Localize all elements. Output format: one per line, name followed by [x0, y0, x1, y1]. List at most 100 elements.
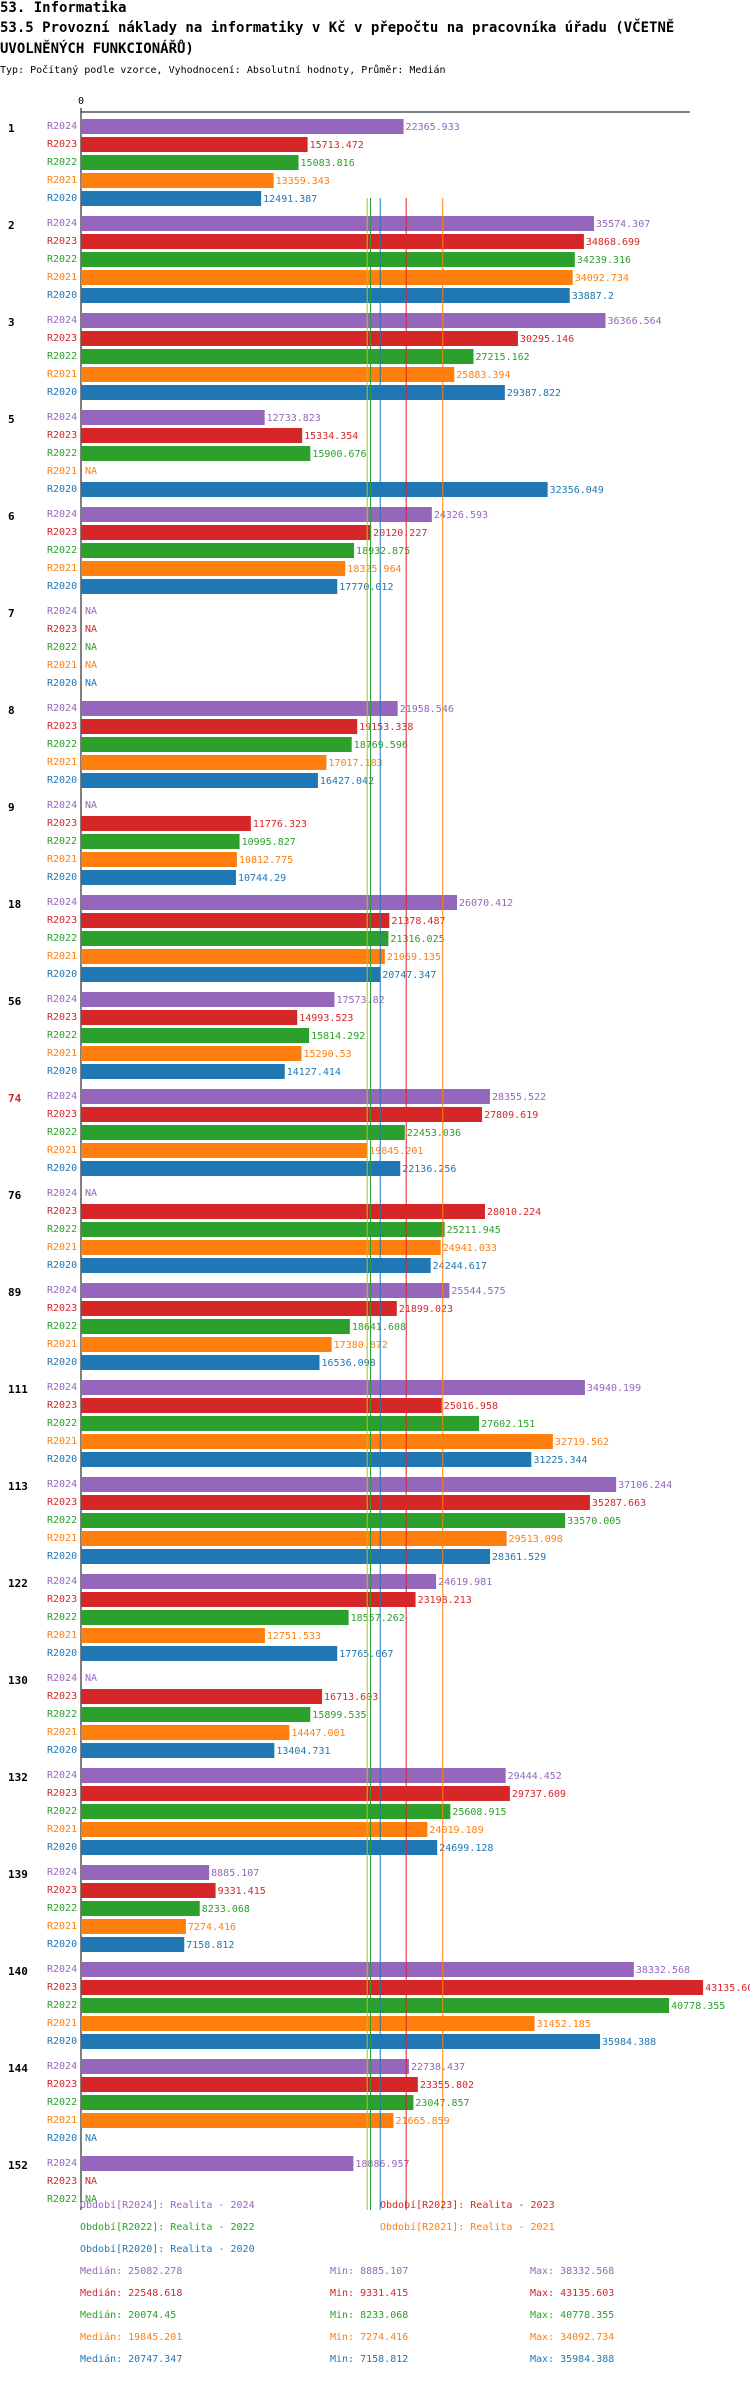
data-label: 15713.472 [310, 140, 364, 151]
data-label: 35984.388 [602, 2037, 656, 2048]
series-label: R2024 [47, 1964, 77, 1975]
bar [81, 1743, 275, 1758]
data-label: 24019.189 [429, 1825, 483, 1836]
category-label: 130 [8, 1674, 28, 1687]
series-label: R2022 [47, 2097, 77, 2108]
series-label: R2023 [47, 1788, 77, 1799]
stat-min: Min: 9331.415 [330, 2288, 409, 2299]
data-label: 9331.415 [218, 1886, 266, 1897]
data-label: 15899.535 [312, 1710, 366, 1721]
category-label: 8 [8, 704, 15, 717]
data-label: 11776.323 [253, 819, 307, 830]
series-label: R2020 [47, 1357, 77, 1368]
series-label: R2023 [47, 333, 77, 344]
category-label: 1 [8, 122, 15, 135]
data-label: 21958.546 [400, 704, 454, 715]
data-label: 24326.593 [434, 510, 488, 521]
series-label: R2021 [47, 951, 77, 962]
data-label: 25883.394 [456, 370, 510, 381]
series-label: R2021 [47, 1727, 77, 1738]
stat-median: Medián: 19845.201 [80, 2332, 183, 2343]
category-label: 140 [8, 1965, 28, 1978]
series-label: R2024 [47, 1479, 77, 1490]
bar [81, 737, 352, 752]
data-label: 16536.098 [321, 1358, 375, 1369]
series-label: R2021 [47, 660, 77, 671]
series-label: R2021 [47, 1145, 77, 1156]
data-label: 17017.183 [328, 758, 382, 769]
series-label: R2020 [47, 678, 77, 689]
category-label: 122 [8, 1577, 28, 1590]
stat-max: Max: 34092.734 [530, 2332, 615, 2343]
bar [81, 1010, 298, 1025]
data-label: 29737.609 [512, 1789, 566, 1800]
na-label: NA [85, 642, 97, 653]
bar [81, 543, 355, 558]
series-label: R2022 [47, 739, 77, 750]
data-label: 40778.355 [671, 2001, 725, 2012]
category-label: 74 [8, 1092, 22, 1105]
series-label: R2023 [47, 1400, 77, 1411]
data-label: 16427.042 [320, 776, 374, 787]
data-label: 19153.338 [359, 722, 413, 733]
bar [81, 1046, 302, 1061]
bar [81, 1125, 405, 1140]
data-label: 29513.098 [509, 1534, 563, 1545]
bar [81, 1549, 491, 1564]
bar [81, 1574, 437, 1589]
category-label: 76 [8, 1189, 22, 1202]
data-label: 37106.244 [618, 1480, 672, 1491]
bar [81, 1452, 532, 1467]
series-label: R2024 [47, 1188, 77, 1199]
section-title: 53. Informatika [0, 0, 127, 16]
na-label: NA [85, 1673, 97, 1684]
legend-item: Období[R2021]: Realita - 2021 [380, 2222, 555, 2233]
series-label: R2023 [47, 2079, 77, 2090]
bar [81, 834, 240, 849]
series-label: R2020 [47, 1842, 77, 1853]
bar [81, 816, 251, 831]
bar [81, 331, 518, 346]
data-label: 20747.347 [382, 970, 436, 981]
category-label: 132 [8, 1771, 28, 1784]
data-label: 28361.529 [492, 1552, 546, 1563]
category-label: 18 [8, 898, 21, 911]
data-label: 10812.775 [239, 855, 293, 866]
series-label: R2020 [47, 387, 77, 398]
data-label: 24699.128 [439, 1843, 493, 1854]
stat-max: Max: 35984.388 [530, 2354, 615, 2365]
data-label: 25211.945 [447, 1225, 501, 1236]
series-label: R2021 [47, 272, 77, 283]
bar [81, 119, 404, 134]
bar [81, 1531, 507, 1546]
data-label: 12733.823 [267, 413, 321, 424]
na-label: NA [85, 678, 97, 689]
data-label: 30295.146 [520, 334, 574, 345]
series-label: R2024 [47, 703, 77, 714]
stat-max: Max: 38332.568 [530, 2266, 615, 2277]
series-label: R2024 [47, 994, 77, 1005]
series-label: R2022 [47, 254, 77, 265]
bar [81, 2156, 354, 2171]
bar [81, 1398, 442, 1413]
legend-item: Období[R2022]: Realita - 2022 [80, 2222, 255, 2233]
series-label: R2021 [47, 2018, 77, 2029]
legend-item: Období[R2023]: Realita - 2023 [380, 2200, 555, 2211]
series-label: R2024 [47, 606, 77, 617]
series-label: R2023 [47, 139, 77, 150]
bar [81, 949, 385, 964]
data-label: 13359.343 [276, 176, 330, 187]
category-label: 5 [8, 413, 15, 426]
series-label: R2024 [47, 1382, 77, 1393]
series-label: R2023 [47, 527, 77, 538]
stat-median: Medián: 20747.347 [80, 2354, 183, 2365]
series-label: R2024 [47, 1770, 77, 1781]
series-label: R2022 [47, 351, 77, 362]
series-label: R2021 [47, 2115, 77, 2126]
series-label: R2023 [47, 1109, 77, 1120]
series-label: R2020 [47, 1745, 77, 1756]
bar [81, 367, 455, 382]
bar [81, 1089, 490, 1104]
series-label: R2022 [47, 448, 77, 459]
na-label: NA [85, 2133, 97, 2144]
